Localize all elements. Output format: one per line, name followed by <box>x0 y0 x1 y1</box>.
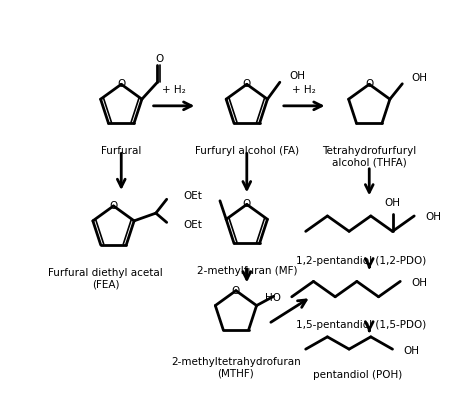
Text: O: O <box>155 54 164 64</box>
Text: O: O <box>232 286 240 296</box>
Text: 2-methylfuran (MF): 2-methylfuran (MF) <box>197 266 297 276</box>
Text: + H₂: + H₂ <box>162 85 186 95</box>
Text: OH: OH <box>425 213 441 223</box>
Text: O: O <box>243 79 251 89</box>
Text: 2-methyltetrahydrofuran
(MTHF): 2-methyltetrahydrofuran (MTHF) <box>171 357 301 378</box>
Text: O: O <box>243 200 251 210</box>
Text: OH: OH <box>411 278 427 288</box>
Text: OH: OH <box>384 198 401 208</box>
Text: HO: HO <box>265 293 281 303</box>
Text: O: O <box>109 201 118 211</box>
Text: O: O <box>117 79 126 89</box>
Text: OH: OH <box>289 71 305 81</box>
Text: OEt: OEt <box>184 191 202 201</box>
Text: + H₂: + H₂ <box>292 85 316 95</box>
Text: Furfural diethyl acetal
(FEA): Furfural diethyl acetal (FEA) <box>48 268 163 289</box>
Text: OEt: OEt <box>184 220 202 231</box>
Text: pentandiol (POH): pentandiol (POH) <box>313 370 402 380</box>
Text: Furfuryl alcohol (FA): Furfuryl alcohol (FA) <box>195 146 299 156</box>
Text: 1,2-pentandiol (1,2-PDO): 1,2-pentandiol (1,2-PDO) <box>296 256 427 266</box>
Text: Tetrahydrofurfuryl
alcohol (THFA): Tetrahydrofurfuryl alcohol (THFA) <box>322 146 416 168</box>
Text: O: O <box>365 79 374 89</box>
Text: 1,5-pentandiol (1,5-PDO): 1,5-pentandiol (1,5-PDO) <box>296 320 427 330</box>
Text: Furfural: Furfural <box>101 146 141 156</box>
Text: OH: OH <box>411 73 428 83</box>
Text: OH: OH <box>403 346 419 356</box>
